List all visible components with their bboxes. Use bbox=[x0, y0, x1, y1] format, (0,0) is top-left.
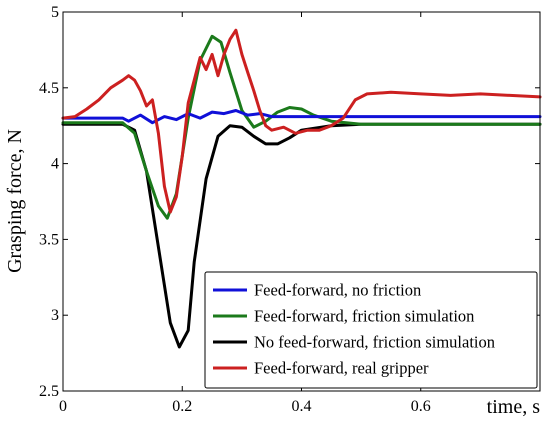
y-tick-label: 3.5 bbox=[39, 231, 59, 248]
legend-box bbox=[204, 271, 538, 389]
legend: Feed-forward, no friction Feed-forward, f… bbox=[204, 271, 538, 389]
x-tick-label: 0.4 bbox=[292, 398, 312, 415]
tick-layer: 0 0.2 0.4 0.6 2.5 3 3.5 4 4.5 5 bbox=[39, 4, 540, 415]
series-layer bbox=[61, 28, 542, 349]
series-line-3 bbox=[61, 122, 542, 349]
y-tick-label: 4 bbox=[51, 156, 59, 173]
legend-label: Feed-forward, no friction bbox=[254, 281, 421, 300]
x-tick-label: 0.6 bbox=[411, 398, 431, 415]
y-tick-label: 4.5 bbox=[39, 80, 59, 97]
legend-label: Feed-forward, real gripper bbox=[254, 359, 429, 378]
y-tick-label: 5 bbox=[51, 4, 59, 21]
y-tick-label: 2.5 bbox=[39, 383, 59, 400]
x-tick-label: 0.2 bbox=[172, 398, 192, 415]
x-tick-label: 0 bbox=[59, 398, 67, 415]
series-line-1 bbox=[61, 109, 542, 125]
series-line-4 bbox=[61, 28, 542, 214]
legend-label: No feed-forward, friction simulation bbox=[254, 333, 495, 352]
y-axis-label: Grasping force, N bbox=[4, 129, 26, 273]
legend-label: Feed-forward, friction simulation bbox=[254, 307, 474, 326]
y-tick-label: 3 bbox=[51, 307, 59, 324]
x-axis-label: time, s bbox=[487, 396, 541, 418]
